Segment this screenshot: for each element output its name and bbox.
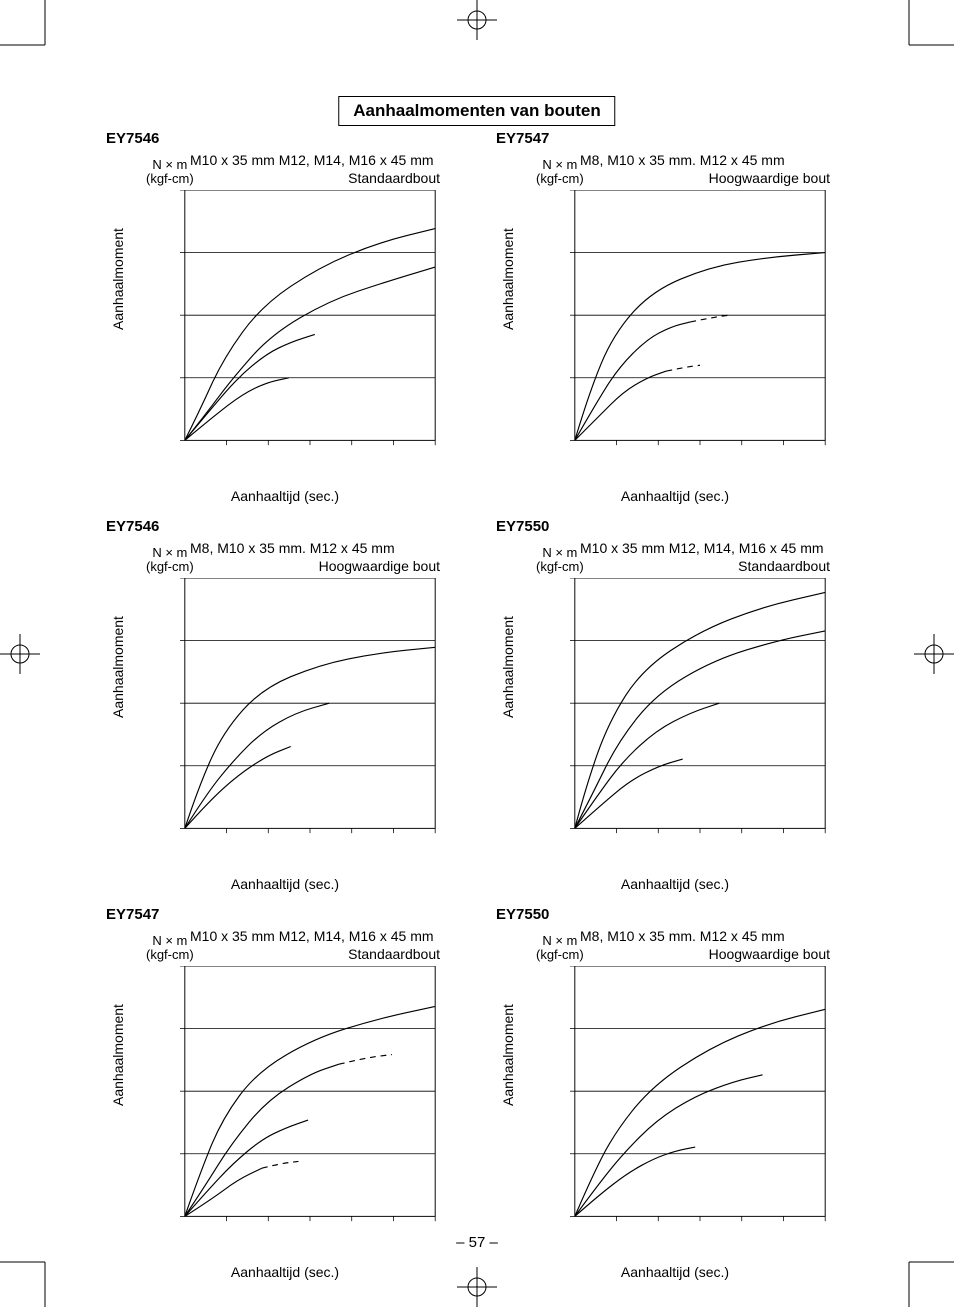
bolt-spec: M10 x 35 mm M12, M14, M16 x 45 mm [190,928,460,944]
unit-label: N × m(kgf-cm) [146,546,194,575]
model-label: EY7546 [106,130,159,147]
chart-block: EY7550 M10 x 35 mm M12, M14, M16 x 45 mm S… [490,518,860,898]
y-axis-label: Aanhaalmoment [110,228,126,330]
bolt-type: Standaardbout [738,558,830,574]
unit-label: N × m(kgf-cm) [146,158,194,187]
chart-block: EY7546 M10 x 35 mm M12, M14, M16 x 45 mm S… [100,130,470,510]
unit-label: N × m(kgf-cm) [536,934,584,963]
x-axis-label: Aanhaaltijd (sec.) [100,488,470,504]
bolt-type: Standaardbout [348,170,440,186]
bolt-type: Hoogwaardige bout [319,558,440,574]
bolt-spec: M8, M10 x 35 mm. M12 x 45 mm [580,928,850,944]
model-label: EY7546 [106,518,159,535]
unit-label: N × m(kgf-cm) [146,934,194,963]
model-label: EY7547 [106,906,159,923]
model-label: EY7550 [496,906,549,923]
model-label: EY7547 [496,130,549,147]
model-label: EY7550 [496,518,549,535]
chart-block: EY7550 M8, M10 x 35 mm. M12 x 45 mm Hoogwa… [490,906,860,1286]
chart-block: EY7546 M8, M10 x 35 mm. M12 x 45 mm Hoogwa… [100,518,470,898]
chart-plot [180,190,440,450]
y-axis-label: Aanhaalmoment [500,616,516,718]
bolt-type: Hoogwaardige bout [709,170,830,186]
bolt-type: Hoogwaardige bout [709,946,830,962]
chart-plot [570,966,830,1226]
unit-label: N × m(kgf-cm) [536,546,584,575]
chart-plot [570,578,830,838]
y-axis-label: Aanhaalmoment [500,1004,516,1106]
bolt-spec: M10 x 35 mm M12, M14, M16 x 45 mm [190,152,460,168]
page-title: Aanhaalmomenten van bouten [338,96,615,126]
bolt-spec: M8, M10 x 35 mm. M12 x 45 mm [580,152,850,168]
x-axis-label: Aanhaaltijd (sec.) [490,876,860,892]
x-axis-label: Aanhaaltijd (sec.) [100,1264,470,1280]
chart-block: EY7547 M10 x 35 mm M12, M14, M16 x 45 mm S… [100,906,470,1286]
chart-plot [180,578,440,838]
chart-plot [180,966,440,1226]
chart-plot [570,190,830,450]
x-axis-label: Aanhaaltijd (sec.) [100,876,470,892]
bolt-type: Standaardbout [348,946,440,962]
y-axis-label: Aanhaalmoment [110,1004,126,1106]
chart-block: EY7547 M8, M10 x 35 mm. M12 x 45 mm Hoogwa… [490,130,860,510]
x-axis-label: Aanhaaltijd (sec.) [490,488,860,504]
charts-grid: EY7546 M10 x 35 mm M12, M14, M16 x 45 mm S… [100,130,860,1286]
unit-label: N × m(kgf-cm) [536,158,584,187]
bolt-spec: M8, M10 x 35 mm. M12 x 45 mm [190,540,460,556]
bolt-spec: M10 x 35 mm M12, M14, M16 x 45 mm [580,540,850,556]
y-axis-label: Aanhaalmoment [110,616,126,718]
y-axis-label: Aanhaalmoment [500,228,516,330]
x-axis-label: Aanhaaltijd (sec.) [490,1264,860,1280]
page-number: – 57 – [456,1234,498,1251]
